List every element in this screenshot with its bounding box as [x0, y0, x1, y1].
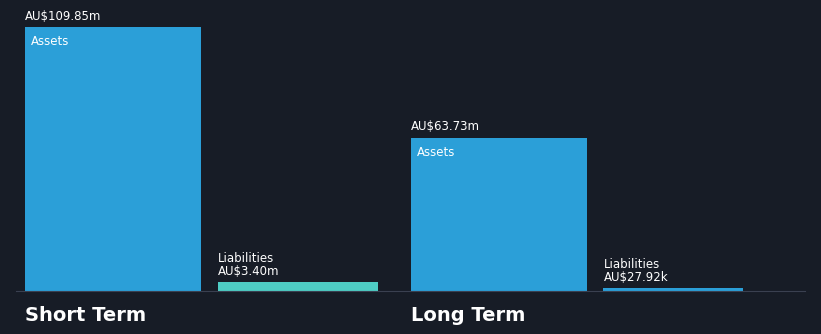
Text: Short Term: Short Term	[25, 306, 146, 325]
Bar	[410, 138, 587, 291]
Text: AU$27.92k: AU$27.92k	[603, 271, 668, 284]
Bar	[218, 283, 378, 291]
Text: AU$63.73m: AU$63.73m	[410, 121, 479, 134]
Text: Liabilities: Liabilities	[603, 258, 660, 271]
Text: Long Term: Long Term	[410, 306, 525, 325]
Text: AU$3.40m: AU$3.40m	[218, 266, 279, 279]
Text: Assets: Assets	[31, 35, 70, 48]
Text: Assets: Assets	[417, 146, 456, 159]
Text: Liabilities: Liabilities	[218, 252, 274, 265]
Bar	[25, 27, 201, 291]
Text: AU$109.85m: AU$109.85m	[25, 10, 101, 23]
Bar	[603, 288, 743, 291]
